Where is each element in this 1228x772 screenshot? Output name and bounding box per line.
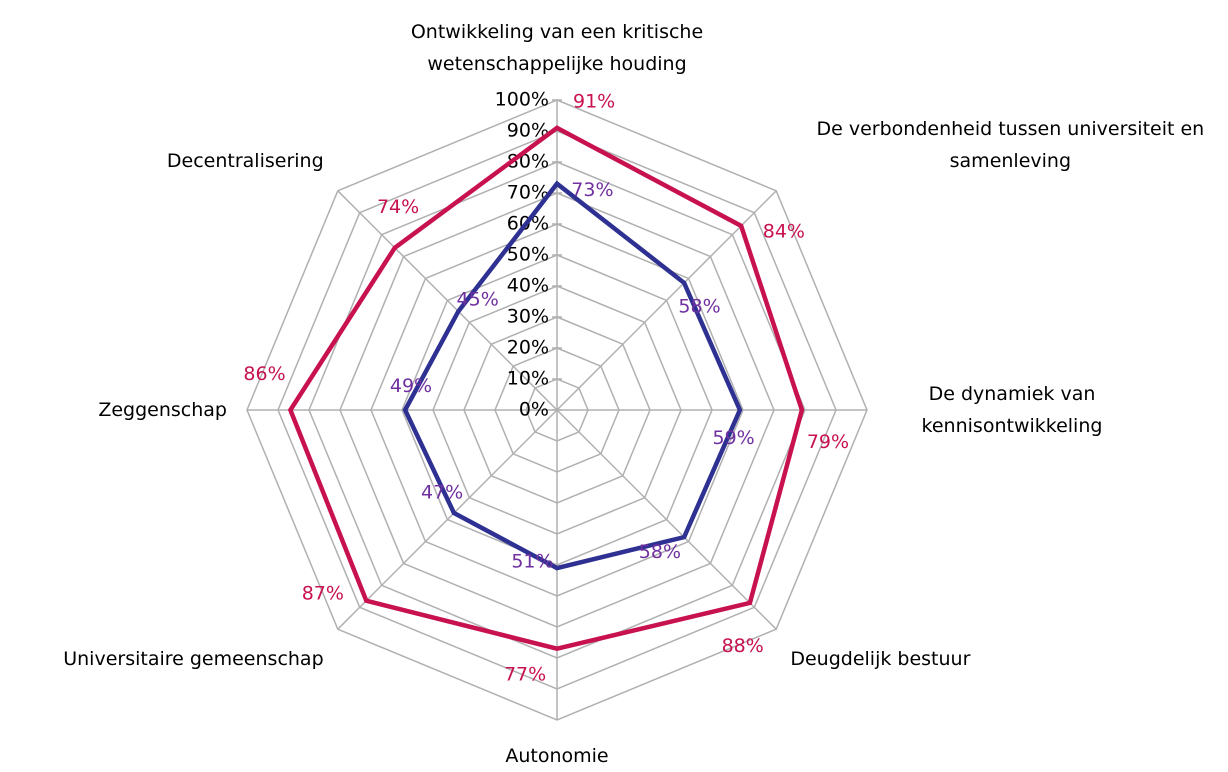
- series-line: [287, 125, 805, 652]
- spoke: [337, 409, 558, 630]
- y-tick-label: 10%: [507, 368, 549, 390]
- y-tick-label: 0%: [519, 399, 549, 421]
- y-tick-label: 100%: [495, 89, 549, 111]
- data-label: 77%: [504, 663, 546, 685]
- data-label: 84%: [763, 220, 805, 242]
- category-label: De verbondenheid tussen universiteit en …: [816, 117, 1205, 172]
- y-tick-label: 30%: [507, 306, 549, 328]
- category-label: Autonomie: [505, 745, 609, 767]
- category-label: Ontwikkeling van een kritische wetenscha…: [410, 21, 704, 75]
- data-label: 87%: [302, 582, 344, 604]
- category-label: Zeggenschap: [98, 399, 227, 421]
- data-label: 51%: [511, 551, 553, 573]
- category-label: Decentralisering: [166, 149, 324, 172]
- data-label: 74%: [377, 196, 419, 218]
- data-label: 86%: [243, 363, 285, 385]
- data-label: 49%: [390, 375, 432, 397]
- data-label: 79%: [807, 431, 849, 453]
- y-tick-label: 50%: [507, 244, 549, 266]
- data-label: 47%: [421, 481, 463, 503]
- category-label: Deugdelijk bestuur: [790, 648, 971, 671]
- data-label: 59%: [712, 427, 754, 449]
- series-line: [402, 180, 743, 571]
- data-label: 45%: [457, 289, 499, 311]
- y-tick-label: 70%: [507, 182, 549, 204]
- category-label: Universitaire gemeenschap: [63, 648, 324, 671]
- y-tick-label: 40%: [507, 275, 549, 297]
- y-tick-label: 90%: [507, 120, 549, 142]
- data-label: 58%: [678, 296, 720, 318]
- data-label: 91%: [573, 91, 615, 113]
- y-tick-label: 20%: [507, 337, 549, 359]
- category-label: De dynamiek van kennisontwikkeling: [921, 383, 1103, 437]
- spoke: [337, 190, 558, 411]
- data-label: 88%: [722, 635, 764, 657]
- data-label: 73%: [571, 179, 613, 201]
- data-label: 58%: [639, 541, 681, 563]
- spoke: [556, 409, 777, 630]
